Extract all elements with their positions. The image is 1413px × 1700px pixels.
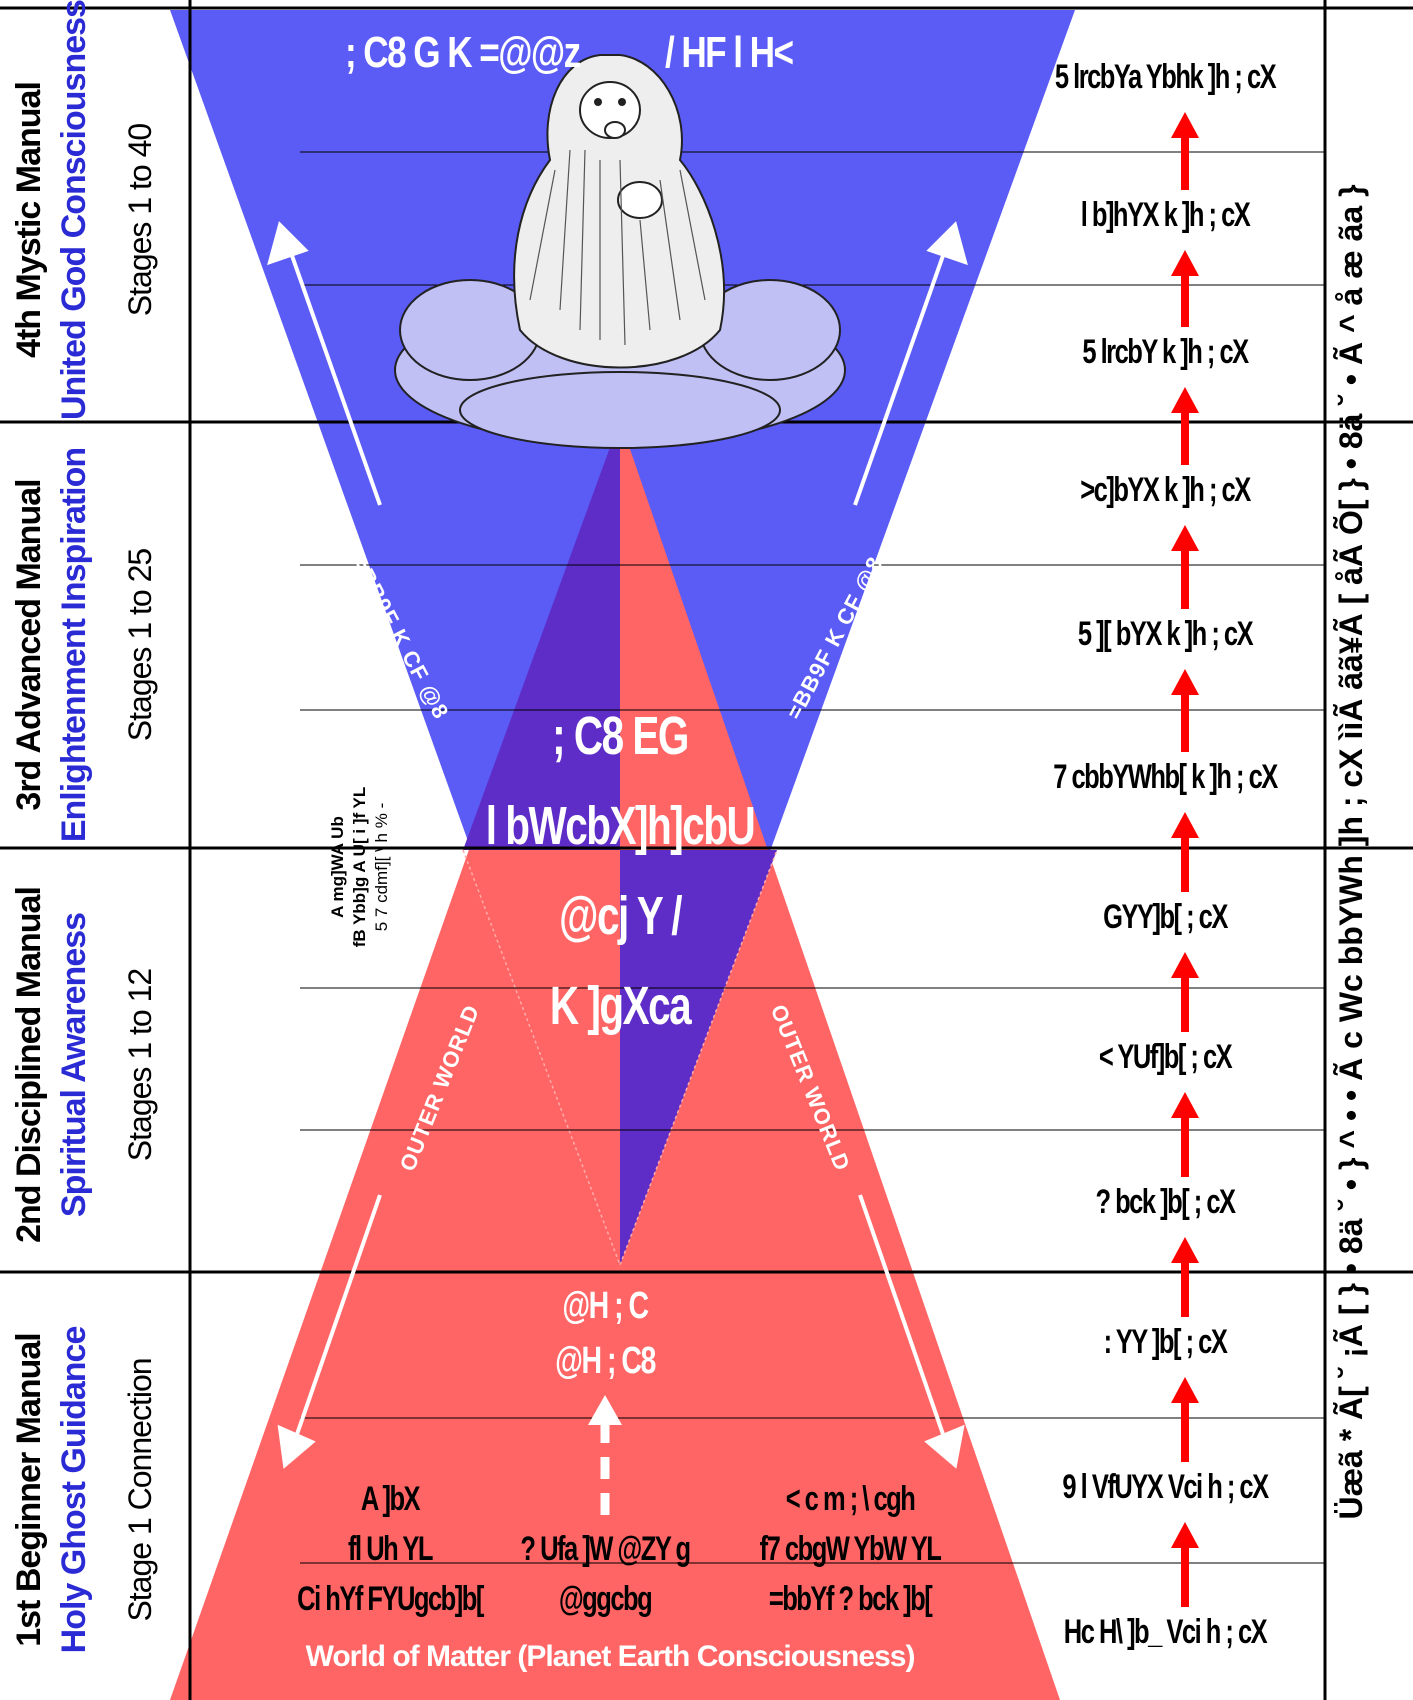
level-label: >c]bYX k ]h ; cX <box>1080 471 1251 509</box>
bottom-left-line-1: A ]bX <box>360 1480 421 1518</box>
center-top-right-label: / HF l H< <box>665 28 794 77</box>
red-arrow-head <box>1171 1092 1199 1118</box>
side-note-line-1: A mg]WA Ub <box>328 816 347 918</box>
center-middle-line-2: l bWcbX]h]cbU <box>485 796 756 856</box>
red-level-arrows <box>1171 112 1199 1607</box>
bottom-left-line-3: Ci hYf FYUgcb]b[ <box>297 1580 484 1618</box>
red-arrow-head <box>1171 1522 1199 1548</box>
bottom-right-line-1: < c m ; \ cgh <box>785 1480 916 1518</box>
red-arrow-head <box>1171 112 1199 138</box>
bottom-right-line-3: =bbYf ? bck ]b[ <box>768 1580 933 1618</box>
manual-1-name: 1st Beginner Manual <box>10 1333 48 1647</box>
manual-2-name: 2nd Disciplined Manual <box>10 887 48 1243</box>
red-arrow-head <box>1171 1377 1199 1403</box>
center-middle-line-1: ; C8 EG <box>552 706 689 766</box>
level-label: : YY ]b[ ; cX <box>1103 1323 1228 1361</box>
manual-2-stages: Stages 1 to 12 <box>122 968 158 1162</box>
manual-2-consciousness: Spiritual Awareness <box>55 912 93 1218</box>
red-arrow-head <box>1171 952 1199 978</box>
level-label: GYY]b[ ; cX <box>1103 898 1228 936</box>
bottom-center-line-2: @ggcbg <box>558 1580 653 1618</box>
level-label: < YUf]b[ ; cX <box>1098 1038 1233 1076</box>
red-arrow-head <box>1171 812 1199 838</box>
red-arrow-head <box>1171 669 1199 695</box>
level-label: 9 l VfUYX Vci h ; cX <box>1062 1468 1269 1506</box>
right-margin-vertical-text: Üæã * Ã[ ˘ ¡Ã [ } • 8ä ˘ • } ^ • • Ã c W… <box>1333 184 1369 1520</box>
world-of-matter-label: World of Matter (Planet Earth Consciousn… <box>305 1640 916 1673</box>
red-arrow-head <box>1171 387 1199 413</box>
manual-4-name: 4th Mystic Manual <box>10 82 48 358</box>
red-arrow-head <box>1171 250 1199 276</box>
level-label: Hc H\ ]b_ Vci h ; cX <box>1063 1613 1268 1651</box>
level-label: l b]hYX k ]h ; cX <box>1080 196 1251 234</box>
manual-3-stages: Stages 1 to 25 <box>122 548 158 742</box>
lower-triangle <box>170 420 1060 1700</box>
center-middle-line-3: @cj Y / <box>558 886 683 946</box>
dashed-up-arrow <box>588 1395 622 1515</box>
bottom-left-line-2: fl Uh YL <box>348 1530 433 1568</box>
manual-1-consciousness: Holy Ghost Guidance <box>55 1326 93 1654</box>
center-lower-line-1: @H ; C <box>562 1285 649 1327</box>
level-label: 5 ][ bYX k ]h ; cX <box>1077 615 1254 653</box>
bottom-center-line-1: ? Ufa ]W @ZY g <box>520 1530 691 1568</box>
red-arrow-head <box>1171 525 1199 551</box>
manual-4-stages: Stages 1 to 40 <box>122 123 158 317</box>
center-top-left-label: ; C8 G K =@@z <box>345 28 581 77</box>
manual-1-stages: Stage 1 Connection <box>122 1358 158 1622</box>
white-diagonal-arrows <box>267 221 968 1469</box>
overlap-triangle <box>463 420 777 1265</box>
center-middle-line-4: K ]gXca <box>549 976 692 1036</box>
bottom-right-line-2: f7 cbgW YbW YL <box>759 1530 942 1568</box>
center-lower-line-2: @H ; C8 <box>555 1340 656 1382</box>
red-arrow-head <box>1171 1237 1199 1263</box>
sage-on-cloud-illustration <box>394 54 846 449</box>
level-label: 5 lrcbY k ]h ; cX <box>1082 333 1249 371</box>
level-label: ? bck ]b[ ; cX <box>1095 1183 1236 1221</box>
level-label: 5 lrcbYa Ybhk ]h ; cX <box>1054 58 1277 96</box>
side-note-line-3: 5 7 cdmf][ \ h % - <box>372 802 391 932</box>
manual-3-consciousness: Enlightenment Inspiration <box>55 447 93 843</box>
side-note-line-2: fB Ybb]g A U[ i ]f YL <box>350 786 369 948</box>
level-label: 7 cbbYWhb[ k ]h ; cX <box>1053 758 1278 796</box>
manual-3-name: 3rd Advanced Manual <box>10 479 48 811</box>
manual-4-consciousness: United God Consciousness <box>55 0 93 420</box>
